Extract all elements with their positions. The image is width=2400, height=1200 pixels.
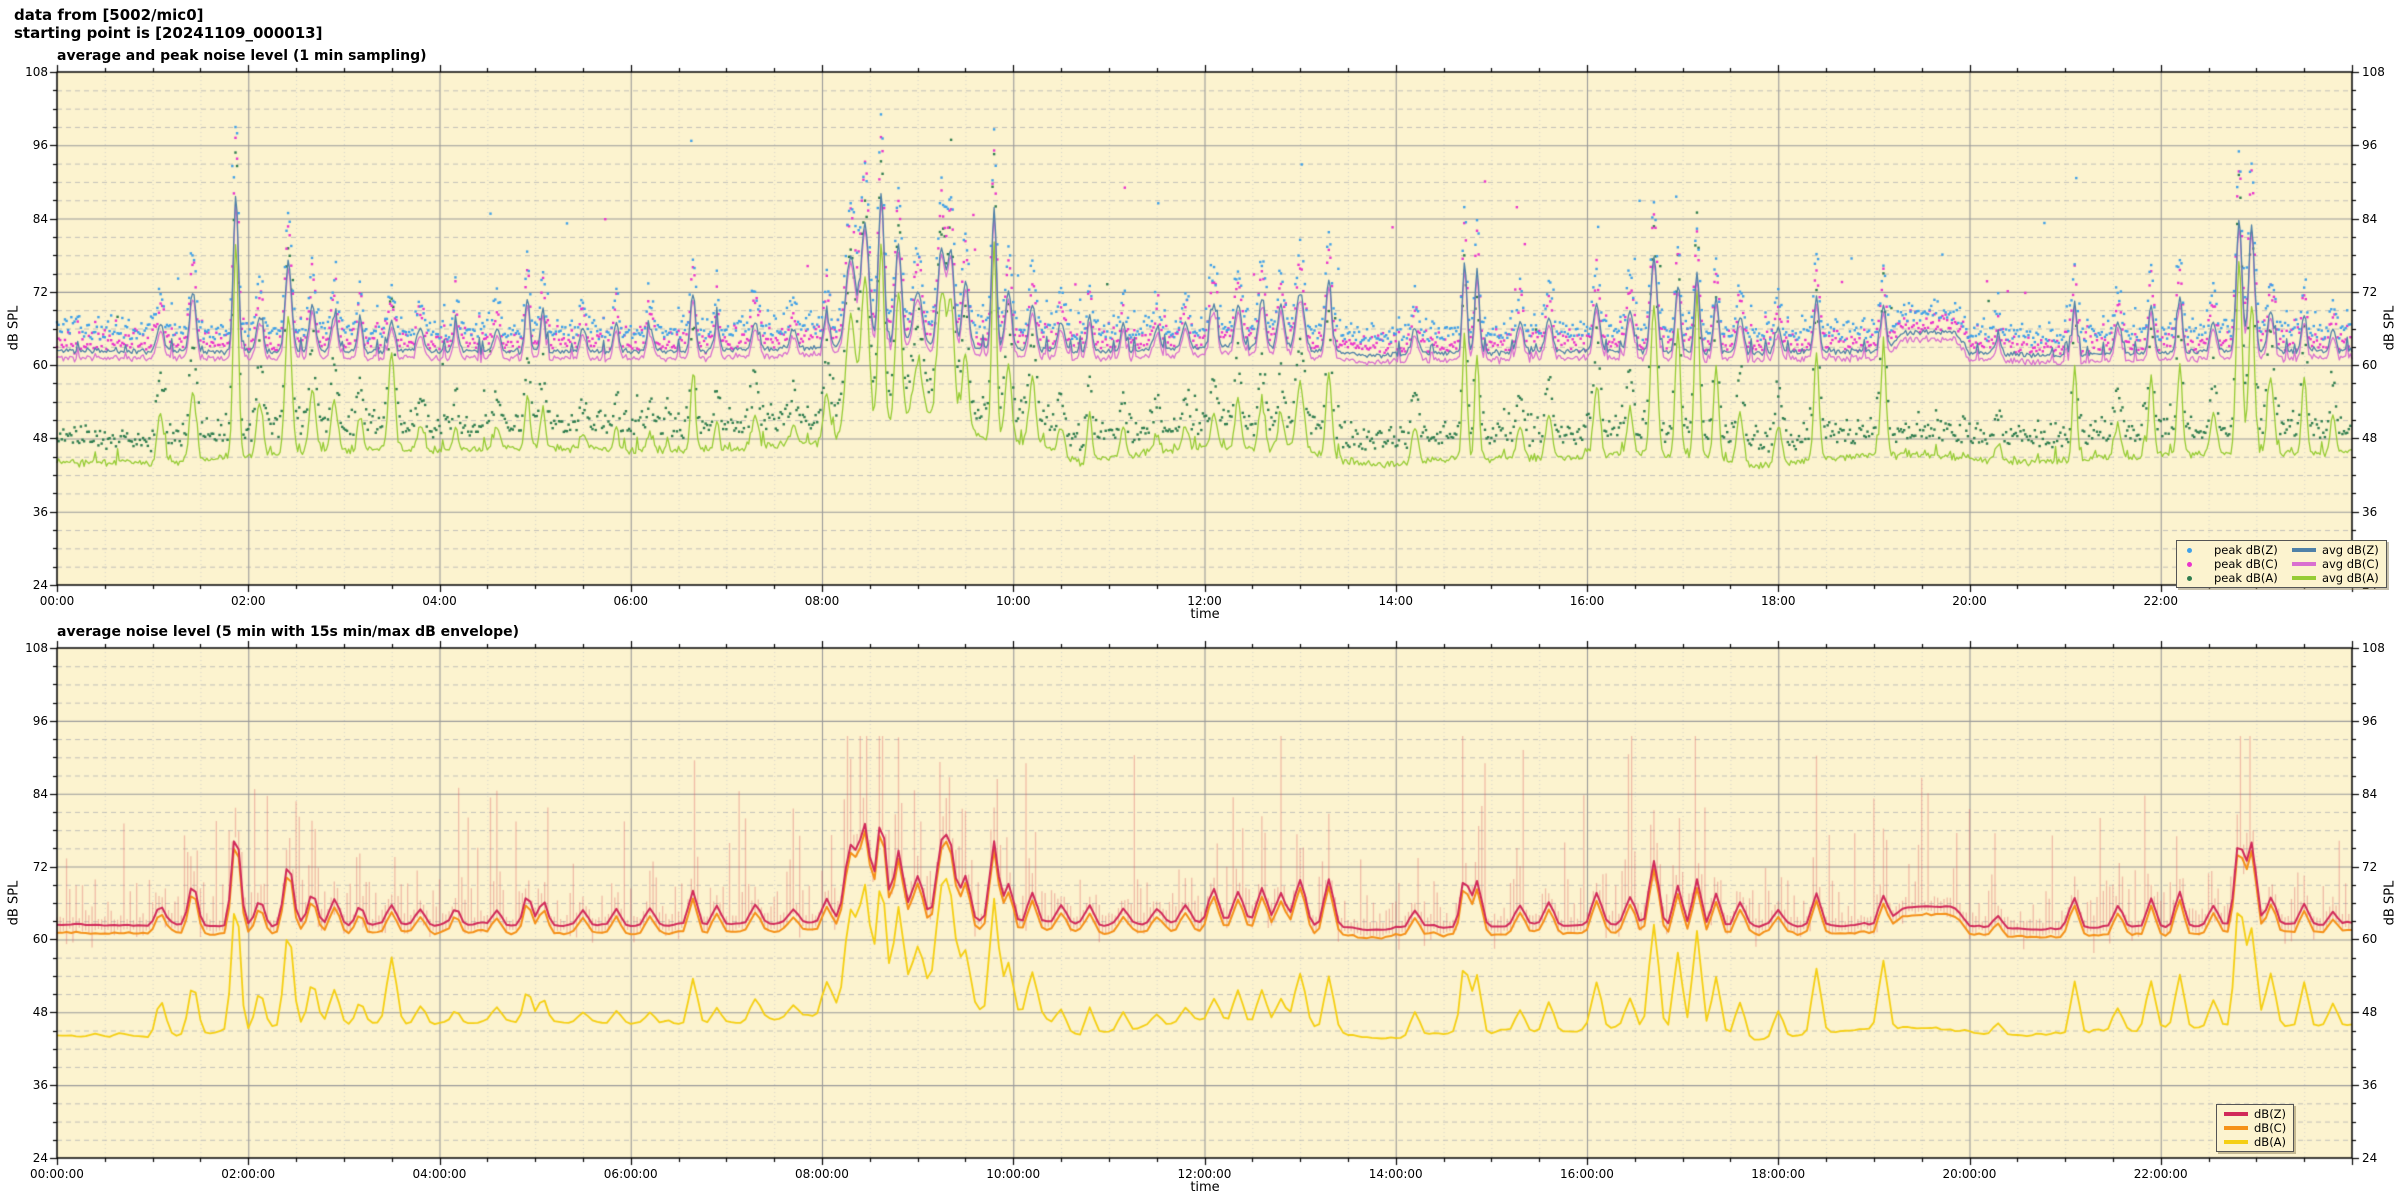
chart1-legend: peak dB(Z) peak dB(C) peak dB(A) avg dB(Z) a…: [2176, 540, 2387, 588]
chart1-xtick: 06:00: [613, 594, 649, 608]
chart1-ylabel-left: dB SPL: [6, 305, 22, 351]
legend-entry: avg dB(Z): [2291, 543, 2379, 557]
chart2-xtick: 06:00:00: [603, 1167, 658, 1181]
chart1-ytick-right: 108: [2362, 65, 2385, 79]
legend-line-swatch: [2224, 1126, 2248, 1130]
chart2-xtick: 02:00:00: [221, 1167, 276, 1181]
chart2-xtick: 14:00:00: [1368, 1167, 1423, 1181]
chart1-ytick-left: 84: [32, 211, 48, 226]
chart1-ytick-right: 36: [2362, 504, 2378, 519]
chart1-ytick-right: 96: [2362, 138, 2378, 153]
legend-point-swatch: [2184, 545, 2208, 555]
chart1-ytick-right: 84: [2362, 211, 2378, 226]
legend-label: dB(C): [2254, 1121, 2287, 1135]
chart1-ytick-left: 48: [32, 431, 48, 446]
chart1-xtick: 18:00: [1760, 594, 1796, 608]
chart1-xtick: 02:00: [230, 594, 266, 608]
chart1-xtick: 14:00: [1378, 594, 1414, 608]
chart1-xtick: 22:00: [2143, 594, 2179, 608]
chart2-ytick-left: 72: [32, 859, 48, 874]
chart2-xtick: 00:00:00: [30, 1167, 84, 1181]
chart2-ytick-right: 84: [2362, 786, 2378, 801]
header-line-2: starting point is [20241109_000013]: [14, 24, 323, 42]
chart2-ytick-right: 108: [2362, 641, 2385, 655]
chart2-ylabel-right: dB SPL: [2382, 880, 2398, 926]
chart2-ytick-left: 108: [25, 641, 48, 655]
chart2-xtick: 20:00:00: [1942, 1167, 1997, 1181]
legend-entry: peak dB(Z): [2184, 543, 2278, 557]
chart1-ytick-right: 72: [2362, 284, 2378, 299]
chart2-ytick-right: 96: [2362, 713, 2378, 728]
chart2-xtick: 22:00:00: [2133, 1167, 2188, 1181]
legend-entry: avg dB(C): [2291, 557, 2379, 571]
chart1-xtick: 08:00: [804, 594, 840, 608]
chart2-ytick-right: 48: [2362, 1005, 2378, 1020]
chart2-xtick: 12:00:00: [1177, 1167, 1232, 1181]
legend-line-swatch: [2291, 548, 2316, 552]
chart1-ytick-right: 48: [2362, 431, 2378, 446]
chart2-ytick-left: 36: [32, 1078, 48, 1093]
legend-entry: peak dB(A): [2184, 571, 2278, 585]
chart2-ytick-left: 84: [32, 786, 48, 801]
chart2-xlabel: time: [1190, 1180, 1220, 1195]
chart1-ytick-right: 60: [2362, 358, 2378, 373]
chart1-ytick-left: 72: [32, 284, 48, 299]
legend-entry: dB(C): [2224, 1121, 2286, 1135]
chart1-ytick-left: 108: [25, 65, 48, 79]
legend-label: avg dB(Z): [2321, 543, 2379, 557]
legend-entry: peak dB(C): [2184, 557, 2278, 571]
legend-entry: dB(A): [2224, 1135, 2286, 1149]
chart2-xtick: 16:00:00: [1560, 1167, 1614, 1181]
legend-label: avg dB(A): [2321, 571, 2379, 585]
legend-label: peak dB(Z): [2214, 543, 2278, 557]
legend-label: dB(A): [2254, 1135, 2287, 1149]
chart2-xtick: 18:00:00: [1751, 1167, 1806, 1181]
chart1-ytick-left: 60: [32, 358, 48, 373]
legend-line-swatch: [2291, 562, 2316, 566]
legend-line-swatch: [2291, 576, 2316, 580]
chart2-ytick-left: 48: [32, 1005, 48, 1020]
chart1-ytick-left: 24: [32, 578, 48, 592]
chart2-ytick-right: 36: [2362, 1078, 2378, 1093]
chart2-ytick-right: 24: [2362, 1151, 2378, 1165]
chart2-xtick: 08:00:00: [795, 1167, 849, 1181]
legend-label: peak dB(A): [2214, 571, 2278, 585]
legend-label: peak dB(C): [2214, 557, 2278, 571]
legend-point-swatch: [2184, 573, 2208, 583]
chart2-xtick: 04:00:00: [412, 1167, 467, 1181]
chart2-plot-canvas: [43, 634, 2366, 1172]
chart2-ytick-right: 60: [2362, 932, 2378, 947]
chart1-ylabel-right: dB SPL: [2382, 305, 2398, 351]
legend-entry: avg dB(A): [2291, 571, 2379, 585]
chart2-ytick-right: 72: [2362, 859, 2378, 874]
chart1-xtick: 00:00: [39, 594, 75, 608]
chart1-plot-canvas: [43, 58, 2366, 599]
chart1-xlabel: time: [1190, 607, 1220, 622]
chart1-xtick: 16:00: [1569, 594, 1605, 608]
legend-entry: dB(Z): [2224, 1107, 2286, 1121]
chart2-xtick: 10:00:00: [986, 1167, 1041, 1181]
chart2-ytick-left: 24: [32, 1151, 48, 1165]
chart1-xtick: 10:00: [995, 594, 1031, 608]
chart1-xtick: 20:00: [1952, 594, 1987, 608]
legend-line-swatch: [2224, 1112, 2248, 1116]
chart1-ytick-left: 96: [32, 138, 48, 153]
legend-label: avg dB(C): [2321, 557, 2379, 571]
chart1-xtick: 12:00: [1187, 594, 1222, 608]
chart2-ytick-left: 96: [32, 713, 48, 728]
legend-line-swatch: [2224, 1140, 2248, 1144]
chart2-ylabel-left: dB SPL: [6, 880, 22, 926]
chart2-legend: dB(Z) dB(C) dB(A): [2216, 1104, 2295, 1152]
legend-label: dB(Z): [2254, 1107, 2287, 1121]
header-line-1: data from [5002/mic0]: [14, 6, 204, 24]
chart2-ytick-left: 60: [32, 932, 48, 947]
legend-point-swatch: [2184, 559, 2208, 569]
chart1-xtick: 04:00: [422, 594, 457, 608]
chart1-ytick-left: 36: [32, 504, 48, 519]
